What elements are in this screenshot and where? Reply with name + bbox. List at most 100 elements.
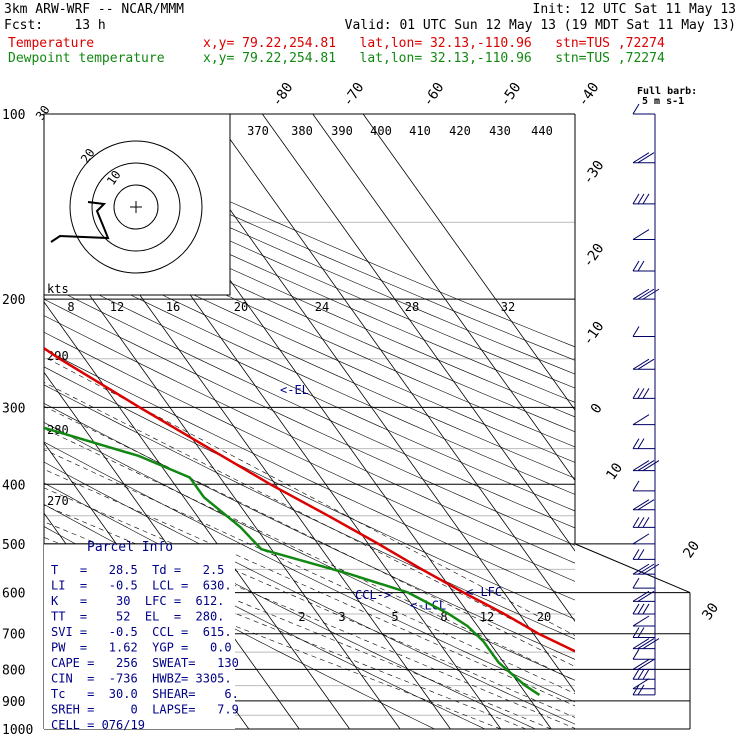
temperature-profile [44, 346, 575, 653]
parcel-info-row: LI = -0.5 LCL = 630. [51, 579, 232, 593]
wind-barb-flag [632, 438, 640, 449]
mixing-ratio-label: 8 [67, 300, 74, 314]
mixing-ratio-label: 28 [405, 300, 419, 314]
wind-barb-flag [642, 517, 650, 528]
model-title: 3km ARW-WRF -- NCAR/MMM [4, 2, 185, 17]
wind-barb-flag [632, 480, 640, 492]
isotherm-tick-label: 30 [699, 600, 722, 623]
mixing-ratio-label: 5 [391, 610, 398, 624]
isotherm-tick-label: -50 [497, 80, 525, 110]
dry-adiabat [44, 141, 575, 375]
theta-tick-label: 420 [449, 124, 471, 138]
parcel-info-row: SVI = -0.5 CCL = 615. [51, 625, 232, 639]
wind-barb-flag [632, 460, 650, 471]
wind-barb-flag [642, 193, 650, 205]
isotherm-tick-label: -80 [269, 80, 297, 110]
isotherm-tick-label: -10 [580, 319, 608, 349]
wind-barb-flag [632, 658, 650, 670]
isotherm-tick-label: 0 [588, 401, 606, 417]
wind-barb-flag [632, 678, 650, 690]
wind-barb-flag [637, 563, 655, 575]
hodograph-frame [43, 113, 231, 296]
moist-adiabat [44, 356, 575, 636]
wind-barb-flag [642, 288, 660, 300]
wind-barb-flag [632, 684, 640, 696]
wind-barb-flag [642, 603, 650, 615]
wind-barb-flag [637, 549, 645, 560]
pressure-tick-label: 200 [2, 293, 25, 308]
parcel-box-bg [44, 543, 235, 729]
isotherm-line [44, 230, 401, 729]
parcel-info-row: T = 28.5 Td = 2.5 [51, 563, 224, 577]
wind-barb-flag [637, 658, 655, 670]
wind-barb-legend-subtitle: 5 m s-1 [642, 96, 684, 107]
dry-adiabat [44, 128, 575, 361]
pressure-tick-label: 700 [2, 628, 25, 643]
hodograph-ring [91, 162, 181, 252]
wind-barb-flag [632, 288, 650, 300]
isotherm-line [312, 114, 575, 482]
theta-tick-label: 370 [247, 124, 269, 138]
wind-barb-flag [632, 549, 640, 560]
wind-barb-flag [637, 638, 655, 650]
wind-barb-flag [632, 648, 640, 660]
isotherm-tick-label: -70 [340, 80, 368, 110]
hodograph: 10 20 30 kts [33, 103, 231, 296]
dry-adiabat [44, 441, 575, 703]
parcel-info-box: Parcel Info T = 28.5 Td = 2.5 LI = -0.5 LC… [44, 540, 239, 732]
wind-barb-flag [632, 638, 650, 650]
wind-barb-column: Full barb:5 m s-1 [632, 86, 697, 696]
mixing-ratio-label: 3 [338, 610, 345, 624]
wind-barb-flag [642, 563, 660, 575]
theta-tick-label: 400 [370, 124, 392, 138]
dry-adiabat [44, 222, 575, 463]
hodograph-ring [113, 184, 159, 230]
mixing-ratio-label: 12 [110, 300, 124, 314]
wind-barb-flag [642, 638, 660, 650]
hodograph-ring-label: 10 [104, 168, 124, 188]
dry-adiabat [44, 167, 575, 403]
temperature-legend-label: Temperature [8, 36, 95, 51]
pressure-tick-label: 300 [2, 401, 25, 416]
dewpoint-profile [44, 426, 541, 696]
dry-adiabat [44, 298, 575, 546]
isotherm-line [262, 114, 575, 552]
isotherm-tick-label: -30 [580, 158, 608, 188]
dry-adiabat [44, 252, 575, 495]
wind-barb-flag [637, 438, 645, 449]
level-marker: <-EL [280, 383, 309, 397]
parcel-info-row: PW = 1.62 YGP = 0.0 [51, 641, 232, 655]
wind-barb-legend-title: Full barb: [637, 86, 697, 97]
mixing-ratio-label: 20 [537, 610, 551, 624]
parcel-info-title: Parcel Info [87, 540, 173, 555]
dry-adiabat [44, 154, 575, 389]
hodograph-ring-label: 30 [33, 103, 53, 123]
wind-barb-flag [632, 563, 650, 575]
isotherm-line [211, 114, 575, 623]
parcel-info-row: CAPE = 256 SWEAT= 130 [51, 656, 239, 670]
isotherm-tick-label: -60 [420, 80, 448, 110]
wind-barb-flag [642, 388, 650, 399]
wind-barb-flag [632, 668, 640, 680]
dry-adiabat [44, 267, 575, 512]
wind-barb-flag [642, 668, 650, 680]
wind-barb-flag [632, 193, 640, 205]
wind-barb-flag [632, 152, 650, 164]
mixing-ratio-label: 24 [315, 300, 329, 314]
theta-left-label: 270 [47, 494, 69, 508]
parcel-info-row: K = 30 LFC = 612. [51, 594, 224, 608]
pressure-tick-label: 1000 [2, 723, 33, 738]
theta-tick-label: 390 [331, 124, 353, 138]
wind-barb-flag [637, 152, 655, 164]
mixing-ratio-label: 2 [298, 610, 305, 624]
wind-barb-flag [637, 193, 645, 205]
pressure-tick-label: 100 [2, 108, 25, 123]
pressure-tick-label: 400 [2, 478, 25, 493]
hodograph-trace [50, 201, 110, 243]
temperature-legend-info: x,y= 79.22,254.81 lat,lon= 32.13,-110.96… [203, 36, 665, 51]
wind-barb-flag [632, 615, 650, 627]
isotherm-tick-label: -20 [580, 241, 608, 271]
level-marker: CCL-> [355, 588, 391, 602]
